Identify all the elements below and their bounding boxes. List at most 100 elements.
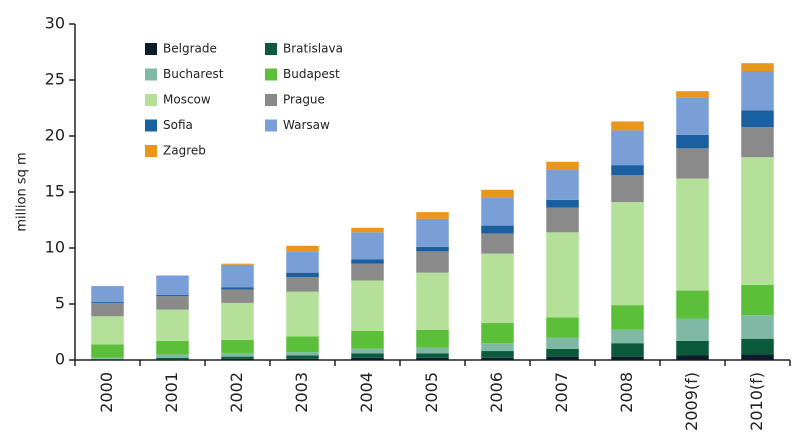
legend-label: Zagreb [163,144,206,158]
bar-segment [611,175,644,203]
legend-swatch [145,43,157,55]
bar-segment [481,253,514,324]
x-tick-label: 2003 [292,372,311,413]
bar-segment [91,316,124,345]
bar-segment [546,199,579,208]
bar-segment [546,317,579,338]
bar-segment [286,272,319,278]
bar-segment [221,302,254,340]
x-tick-label: 2004 [357,372,376,413]
bar-segment [611,343,644,357]
bar-segment [546,337,579,349]
y-tick-label: 20 [45,126,65,145]
bar-segment [351,348,384,354]
bar-segment [351,280,384,331]
bar-segment [351,330,384,349]
bar-segment [416,218,449,247]
legend-swatch [145,68,157,81]
bar-segment [221,356,254,359]
bar-segment [676,134,709,149]
legend-label: Bratislava [283,42,343,56]
x-tick-label: 2009(f) [682,372,701,431]
bar-segment [416,329,449,348]
bar-segment [221,353,254,357]
bar-segment [416,272,449,330]
bar-segment [741,110,774,128]
x-tick-label: 2010(f) [747,372,766,431]
bar-segment [481,225,514,234]
legend-label: Sofia [163,118,193,132]
y-tick-label: 25 [45,70,65,89]
legend-swatch [145,94,157,106]
legend-swatch [265,119,277,132]
bar-segment [546,207,579,233]
bar-segment [91,358,124,360]
legend-label: Prague [283,93,325,107]
legend-label: Warsaw [283,118,330,132]
legend-swatch [265,68,277,81]
bar-segment [91,301,124,303]
bar-segment [676,318,709,341]
bar-segment [91,344,124,358]
bar-segment [416,212,449,219]
bar-segment [221,339,254,354]
x-tick-label: 2007 [552,372,571,413]
bar-segment [351,353,384,358]
bar-segment [546,356,579,360]
y-tick-label: 5 [55,294,65,313]
bar-segment [611,130,644,166]
bar-segment [611,329,644,344]
bar-segment [351,232,384,260]
bar-segment [416,357,449,360]
bar-segment [676,97,709,135]
bar-segment [676,91,709,98]
bar-segment [91,302,124,317]
x-tick-label: 2008 [617,372,636,413]
bar-segment [611,305,644,330]
legend-swatch [145,145,157,157]
x-tick-label: 2000 [97,372,116,413]
legend-label: Budapest [283,67,340,81]
bar-segment [481,189,514,198]
x-tick-label: 2006 [487,372,506,413]
bar-segment [286,251,319,273]
bar-segment [676,148,709,179]
bar-segment [221,289,254,303]
bar-segment [546,161,579,170]
bar-segment [286,277,319,292]
x-tick-label: 2005 [422,372,441,413]
y-axis-label: million sq m [15,152,30,231]
y-tick-label: 10 [45,238,65,257]
bar-segment [156,359,189,360]
bar-segment [221,263,254,265]
bar-segment [741,354,774,360]
bar-segment [286,355,319,359]
bar-segment [351,259,384,264]
legend-label: Bucharest [163,67,224,81]
bar-segment [741,63,774,72]
bar-segment [611,121,644,131]
legend-label: Belgrade [163,42,217,56]
bar-segment [416,246,449,252]
bar-segment [611,356,644,360]
bar-segment [611,202,644,306]
bar-segment [611,165,644,176]
bar-segment [286,245,319,252]
legend-swatch [265,94,277,106]
bar-segment [481,343,514,352]
bar-segment [741,157,774,285]
bar-segment [156,354,189,358]
bar-segment [741,284,774,316]
bar-segment [156,296,189,310]
bar-segment [351,263,384,281]
bar-segment [676,340,709,356]
bar-segment [156,357,189,360]
bar-segment [156,275,189,276]
y-tick-label: 0 [55,350,65,369]
y-tick-label: 15 [45,182,65,201]
bar-segment [741,338,774,355]
bar-segment [741,315,774,339]
bar-segment [286,291,319,337]
